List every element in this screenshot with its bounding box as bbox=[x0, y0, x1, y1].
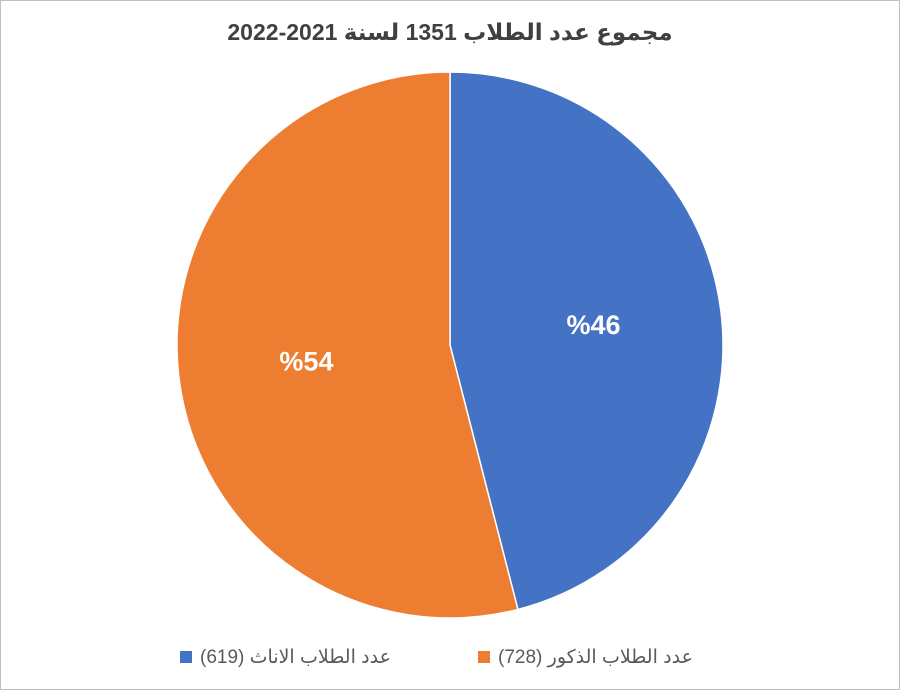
chart-title: مجموع عدد الطلاب 1351 لسنة 2021-2022 bbox=[227, 19, 672, 46]
legend-marker bbox=[478, 651, 490, 663]
data-label: %54 bbox=[279, 346, 333, 376]
legend-marker bbox=[180, 651, 192, 663]
legend-label: عدد الطلاب الذكور (728) bbox=[498, 647, 693, 668]
legend-label: عدد الطلاب الاناث (619) bbox=[200, 647, 391, 668]
data-label: %46 bbox=[567, 310, 621, 340]
pie-slice bbox=[449, 71, 724, 611]
pie-slice bbox=[176, 71, 519, 619]
